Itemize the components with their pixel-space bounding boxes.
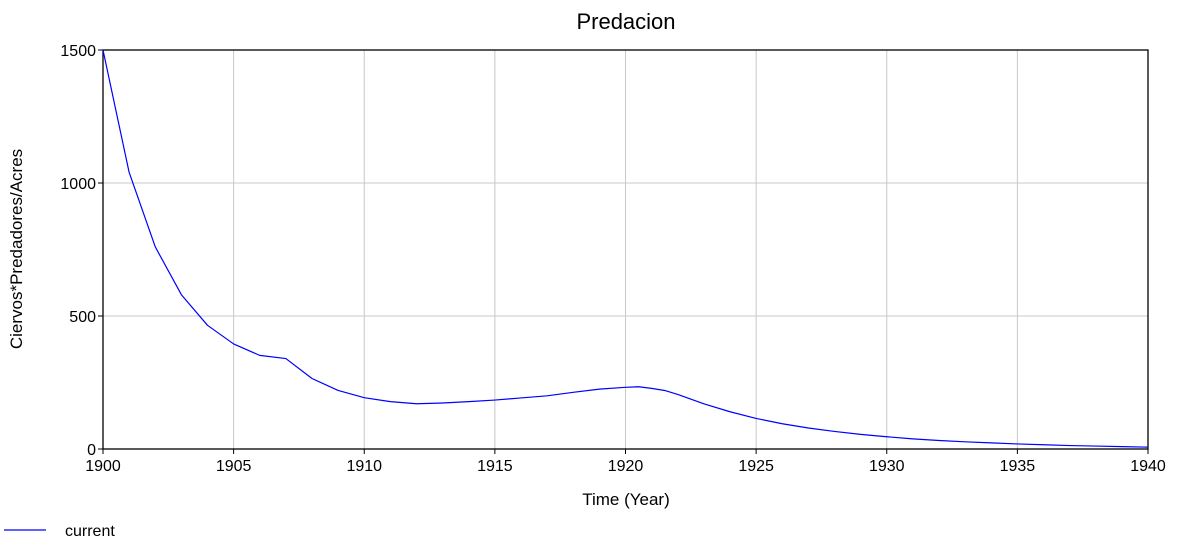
- x-tick-label: 1910: [346, 458, 382, 475]
- chart-title: Predacion: [576, 9, 675, 34]
- series-layer: [102, 49, 1149, 448]
- y-tick-label: 1500: [60, 43, 96, 60]
- y-tick-label: 1000: [60, 176, 96, 193]
- y-tick-label: 500: [69, 309, 96, 326]
- x-tick-label: 1935: [1000, 458, 1036, 475]
- x-tick-label: 1940: [1130, 458, 1166, 475]
- legend: current: [4, 523, 115, 540]
- x-tick-label: 1930: [869, 458, 905, 475]
- x-tick-label: 1920: [608, 458, 644, 475]
- x-tick-label: 1915: [477, 458, 513, 475]
- series-line-current: [102, 49, 1149, 448]
- y-tick-label: 0: [87, 442, 96, 459]
- x-tick-label: 1900: [85, 458, 121, 475]
- x-tick-label: 1905: [216, 458, 252, 475]
- y-axis-label: Ciervos*Predadores/Acres: [7, 149, 26, 349]
- x-tick-label: 1925: [738, 458, 774, 475]
- legend-label-current: current: [65, 523, 115, 540]
- y-axis-ticks: 0 500 1000 1500: [60, 43, 103, 459]
- x-axis-ticks: 1900 1905 1910 1915 1920 1925 1930 1935 1940: [85, 449, 1166, 475]
- grid: [103, 50, 1148, 449]
- x-axis-label: Time (Year): [582, 490, 670, 509]
